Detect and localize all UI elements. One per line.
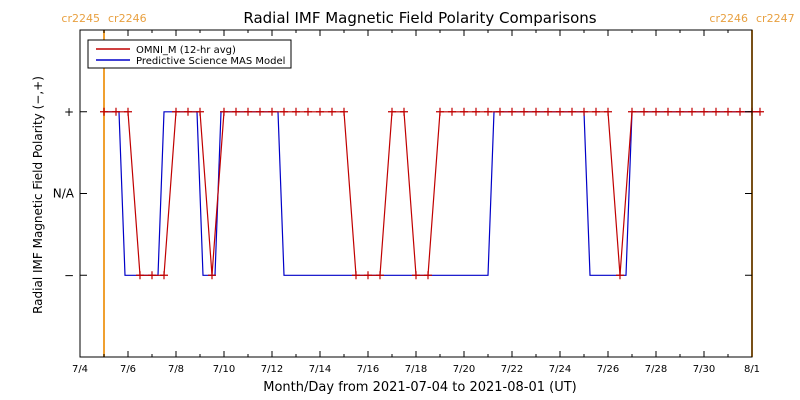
omni-data-point	[196, 107, 204, 116]
omni-data-point	[340, 107, 348, 116]
x-tick-label: 7/12	[261, 364, 283, 375]
omni-data-point	[304, 107, 312, 116]
x-tick-label: 7/8	[168, 364, 184, 375]
y-tick-label: +	[64, 105, 74, 119]
x-tick-label: 7/16	[357, 364, 379, 375]
omni-data-point	[172, 107, 180, 116]
omni-data-point	[232, 107, 240, 116]
omni-data-point	[136, 271, 144, 280]
omni-data-point	[520, 107, 528, 116]
legend-label: OMNI_M (12-hr avg)	[136, 45, 236, 56]
omni-data-point	[616, 271, 624, 280]
omni-data-point	[280, 107, 288, 116]
omni-data-point	[424, 271, 432, 280]
omni-data-point	[712, 107, 720, 116]
carrington-label-after: cr2246	[108, 12, 147, 25]
omni-data-point	[736, 107, 744, 116]
x-axis-label: Month/Day from 2021-07-04 to 2021-08-01 …	[263, 380, 576, 395]
omni-data-point	[220, 107, 228, 116]
x-tick-label: 7/6	[120, 364, 136, 375]
omni-data-point	[364, 271, 372, 280]
omni-data-point	[376, 271, 384, 280]
carrington-label-before: cr2245	[61, 12, 100, 25]
omni-data-point	[148, 271, 156, 280]
omni-data-point	[628, 107, 636, 116]
x-tick-label: 7/20	[453, 364, 475, 375]
omni-data-point	[208, 271, 216, 280]
axes: 7/4 7/6 7/8 7/10 7/12 7/14 7/16 7/18 7/20 7/22 7/2…	[53, 29, 760, 375]
x-tick-label: 7/30	[693, 364, 715, 375]
omni-data-point	[496, 107, 504, 116]
omni-data-point	[580, 107, 588, 116]
legend-box	[87, 39, 292, 69]
omni-data-point	[112, 107, 120, 116]
omni-data-point	[472, 107, 480, 116]
x-tick-label: 7/4	[72, 364, 88, 375]
omni-data-point	[292, 107, 300, 116]
omni-data-point	[100, 107, 108, 116]
omni-data-point	[544, 107, 552, 116]
x-tick-label: 7/28	[645, 364, 667, 375]
omni-data-point	[412, 271, 420, 280]
omni-data-point	[664, 107, 672, 116]
y-tick-label: −	[64, 268, 74, 282]
x-tick-label: 7/22	[501, 364, 523, 375]
omni-data-point	[484, 107, 492, 116]
omni-data-point	[316, 107, 324, 116]
x-tick-label: 7/24	[549, 364, 571, 375]
omni-data-point	[724, 107, 732, 116]
legend: OMNI_M (12-hr avg)Predictive Science MAS…	[87, 39, 292, 69]
omni-data-point	[448, 107, 456, 116]
carrington-label-after: cr2247	[756, 12, 795, 25]
omni-data-point	[592, 107, 600, 116]
series-layer	[100, 107, 764, 280]
omni-data-point	[460, 107, 468, 116]
chart-title: Radial IMF Magnetic Field Polarity Compa…	[243, 9, 596, 27]
omni-data-point	[532, 107, 540, 116]
omni-data-point	[436, 107, 444, 116]
omni-data-point	[756, 107, 764, 116]
omni-data-point	[700, 107, 708, 116]
omni-data-point	[604, 107, 612, 116]
omni-data-point	[184, 107, 192, 116]
y-axis-label: Radial IMF Magnetic Field Polarity (−,+)	[31, 76, 45, 314]
omni-data-point	[244, 107, 252, 116]
plot-frame	[79, 29, 753, 358]
omni-data-point	[328, 107, 336, 116]
x-tick-label: 7/18	[405, 364, 427, 375]
omni-data-point	[676, 107, 684, 116]
x-tick-label: 7/26	[597, 364, 619, 375]
x-tick-label: 8/1	[744, 364, 760, 375]
omni-data-point	[556, 107, 564, 116]
omni-data-point	[124, 107, 132, 116]
omni-data-point	[568, 107, 576, 116]
omni-data-point	[388, 107, 396, 116]
omni-data-point	[400, 107, 408, 116]
omni-data-point	[652, 107, 660, 116]
omni-data-point	[688, 107, 696, 116]
y-tick-label: N/A	[53, 187, 75, 201]
x-tick-label: 7/14	[309, 364, 331, 375]
omni-data-point	[160, 271, 168, 280]
x-tick-label: 7/10	[213, 364, 235, 375]
omni-data-point	[268, 107, 276, 116]
carrington-label-before: cr2246	[709, 12, 748, 25]
omni-data-point	[640, 107, 648, 116]
omni-data-point	[508, 107, 516, 116]
omni-data-point	[352, 271, 360, 280]
omni-data-point	[256, 107, 264, 116]
legend-label: Predictive Science MAS Model	[136, 56, 285, 67]
